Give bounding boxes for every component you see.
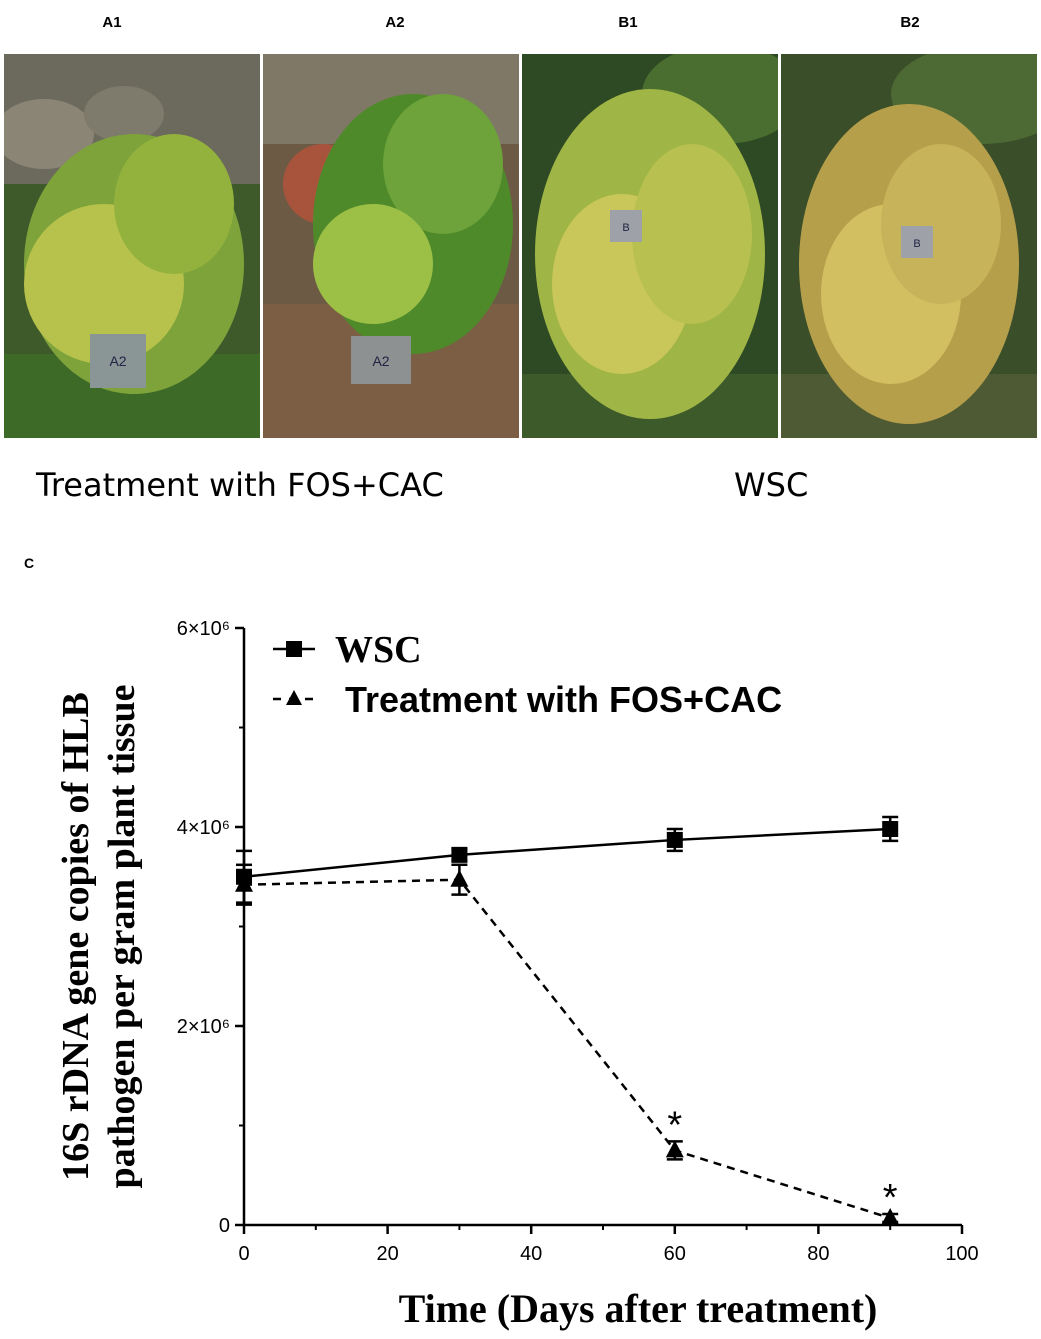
- series-line-0: [243, 827, 891, 878]
- caption-treatment: Treatment with FOS+CAC: [36, 466, 444, 504]
- panel-letter-a2: A2: [385, 14, 405, 31]
- legend-label-0: WSC: [335, 629, 422, 671]
- data-point-triangle: [665, 1140, 684, 1158]
- x-tick-label: 40: [520, 1243, 542, 1265]
- photo-b2: B: [781, 54, 1037, 438]
- photo-a1: A2: [4, 54, 260, 438]
- legend-label-1: Treatment with FOS+CAC: [345, 679, 782, 720]
- x-tick-label: 0: [238, 1243, 249, 1265]
- significance-asterisk: *: [883, 1177, 898, 1219]
- data-point-triangle: [235, 874, 253, 892]
- data-point-square: [882, 820, 899, 837]
- photo-a2: A2: [263, 54, 519, 438]
- photo-b2-tag: B: [913, 238, 920, 250]
- data-point-triangle: [450, 869, 469, 887]
- x-tick-label: 80: [807, 1243, 829, 1265]
- panel-letter-b2: B2: [900, 14, 920, 31]
- y-axis-label-line1: 16S rDNA gene copies of HLB: [55, 692, 97, 1181]
- photo-b1: B: [522, 54, 778, 438]
- photo-a1-tag: A2: [109, 353, 126, 369]
- x-tick-label: 20: [376, 1243, 398, 1265]
- photo-b1-tag: B: [622, 222, 629, 234]
- caption-wsc: WSC: [734, 466, 809, 504]
- x-axis-label: Time (Days after treatment): [399, 1286, 878, 1331]
- y-tick-label: 4×10⁶: [177, 817, 230, 839]
- panel-letter-b1: B1: [618, 14, 638, 31]
- x-tick-label: 60: [664, 1243, 686, 1265]
- data-point-square: [451, 846, 468, 863]
- y-tick-label: 2×10⁶: [177, 1016, 230, 1038]
- legend-marker-triangle: [286, 690, 302, 705]
- y-axis-label-line2: pathogen per gram plant tissue: [101, 685, 143, 1189]
- x-tick-label: 100: [945, 1243, 978, 1265]
- y-tick-label: 0: [219, 1215, 230, 1237]
- data-point-square: [666, 831, 683, 848]
- panel-letter-a1: A1: [102, 14, 122, 31]
- y-tick-label: 6×10⁶: [177, 618, 230, 640]
- series-line-1: [243, 878, 891, 1220]
- significance-asterisk: *: [667, 1104, 682, 1146]
- line-chart: 0 20 40 60 80 100 0 2×10⁶ 4×10⁶ 6×10⁶ Time (Days a…: [55, 618, 979, 1331]
- photo-a2-tag: A2: [372, 353, 389, 369]
- data-point-triangle: [881, 1208, 900, 1226]
- legend-marker-square: [286, 641, 302, 657]
- panel-letter-c: C: [24, 555, 35, 571]
